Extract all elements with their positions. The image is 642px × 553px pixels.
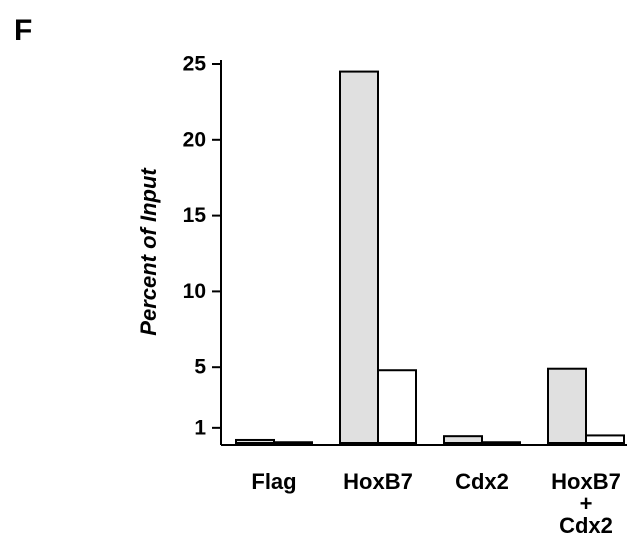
bar-open — [585, 434, 625, 445]
bar-filled — [547, 367, 587, 444]
bar-open — [273, 441, 313, 445]
bar-filled — [443, 435, 483, 445]
x-category-label: Cdx2 — [559, 513, 613, 538]
bar-filled — [339, 70, 379, 445]
bar-filled — [235, 438, 275, 444]
bar-open — [377, 369, 417, 444]
y-tick-label: 5 — [194, 356, 206, 379]
x-category-label: HoxB7 — [343, 469, 413, 494]
x-axis-categories: Flag HoxB7 Cdx2 HoxB7+Cdx2 — [251, 469, 620, 538]
x-category-label: Flag — [251, 469, 296, 494]
bar-open — [481, 441, 521, 445]
y-tick-label: 15 — [183, 204, 207, 227]
y-tick-label: 20 — [183, 128, 206, 151]
y-tick-label: 25 — [183, 53, 207, 76]
bars — [235, 70, 625, 445]
y-axis-label: Percent of Input — [136, 167, 161, 336]
y-tick-label: 1 — [194, 416, 206, 439]
x-category-label: Cdx2 — [455, 469, 509, 494]
x-category-label: HoxB7 — [551, 469, 621, 494]
y-tick-label: 10 — [183, 280, 206, 303]
panel-label: F — [14, 14, 32, 47]
x-category-label: + — [580, 491, 593, 516]
